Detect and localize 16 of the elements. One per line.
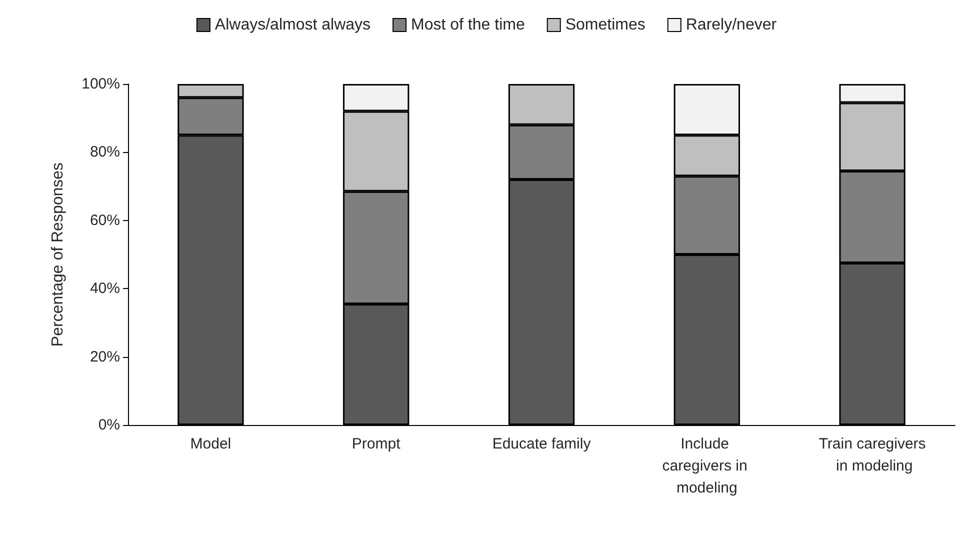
x-tick-label: Model (190, 436, 232, 452)
legend-label: Sometimes (565, 16, 646, 34)
y-tick-label: 60% (90, 212, 120, 229)
y-tick-label: 100% (82, 76, 120, 92)
legend-label: Rarely/never (686, 16, 778, 34)
y-tick-label: 0% (98, 416, 120, 434)
y-axis-title: Percentage of Responses (50, 162, 66, 347)
legend-label: Always/almost always (214, 16, 371, 34)
x-tick-label: Prompt (352, 436, 402, 452)
x-tick-label: Educate family (492, 436, 592, 452)
y-tick-label: 20% (90, 348, 120, 366)
legend-label: Most of the time (411, 16, 525, 34)
x-tick-label: Include caregivers in modeling (662, 436, 752, 496)
y-tick-label: 80% (90, 144, 120, 161)
x-tick-label: Train caregivers in modeling (818, 436, 926, 474)
y-tick-label: 40% (90, 280, 120, 298)
